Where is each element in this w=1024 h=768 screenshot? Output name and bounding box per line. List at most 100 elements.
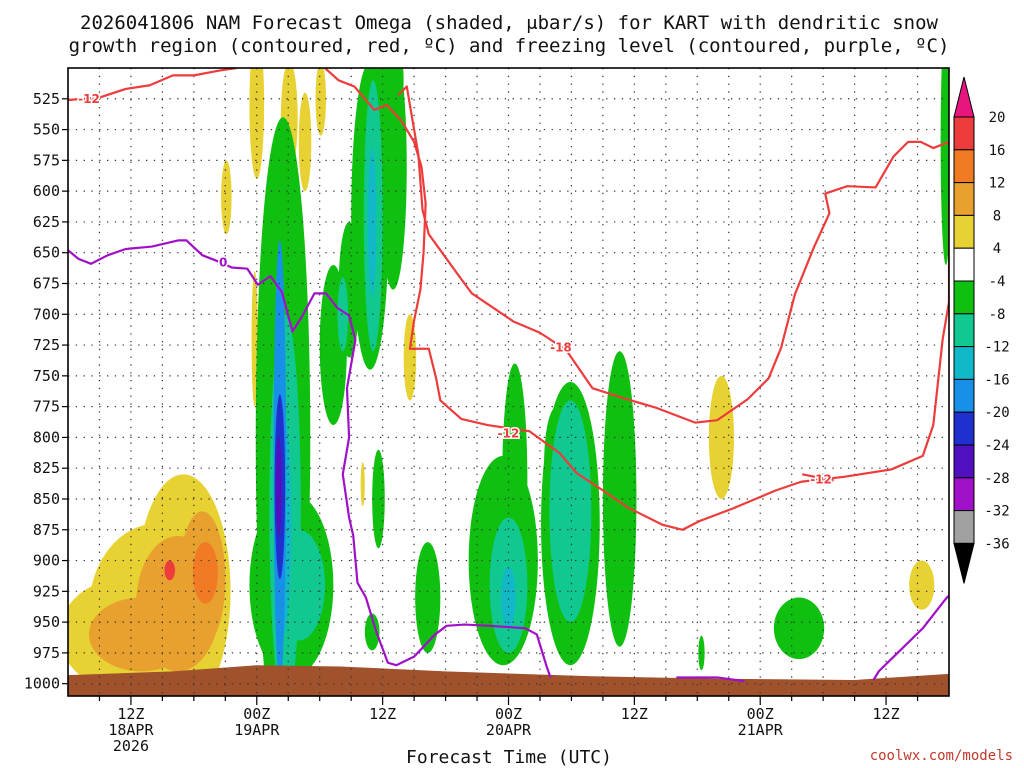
x-tick-label-54-0: 12Z bbox=[621, 705, 648, 723]
omega-region-11 bbox=[708, 375, 734, 499]
y-tick-label-900: 900 bbox=[33, 552, 60, 570]
omega-region-44 bbox=[164, 560, 175, 581]
contour-line-2 bbox=[801, 473, 834, 482]
contour-label-1: -12 bbox=[498, 427, 520, 441]
x-tick-label-42-0: 00Z bbox=[495, 705, 522, 723]
omega-shading bbox=[68, 68, 949, 696]
colorbar-bin-6 bbox=[953, 280, 975, 315]
y-tick-label-850: 850 bbox=[33, 490, 60, 508]
omega-region-40 bbox=[192, 542, 218, 604]
omega-region-39 bbox=[549, 400, 592, 623]
y-tick-label-975: 975 bbox=[33, 644, 60, 662]
omega-region-10 bbox=[403, 314, 417, 401]
y-tick-label-950: 950 bbox=[33, 613, 60, 631]
x-tick-label-66-0: 00Z bbox=[747, 705, 774, 723]
contour-line-0 bbox=[68, 68, 238, 102]
omega-region-42 bbox=[367, 148, 377, 296]
colorbar-label-5: -4 bbox=[989, 274, 1006, 290]
chart-title-line-2: growth region (contoured, red, ºC) and f… bbox=[69, 35, 950, 57]
x-tick-label-66-1: 21APR bbox=[738, 721, 784, 739]
contour-line-4 bbox=[68, 239, 552, 678]
colorbar-bin-7 bbox=[953, 313, 975, 348]
contour-label-2: -12 bbox=[810, 472, 832, 486]
colorbar-label-11: -28 bbox=[984, 471, 1009, 487]
colorbar-bin-12 bbox=[953, 477, 975, 512]
x-tick-label-42-1: 20APR bbox=[486, 721, 532, 739]
colorbar-label-9: -20 bbox=[984, 405, 1009, 421]
colorbar-label-8: -16 bbox=[984, 372, 1009, 388]
colorbar-bin-1 bbox=[953, 116, 975, 151]
y-tick-label-625: 625 bbox=[33, 213, 60, 231]
omega-region-7 bbox=[298, 92, 312, 192]
contour-line-5 bbox=[676, 676, 745, 683]
contour-line-1 bbox=[324, 68, 949, 531]
colorbar-label-13: -36 bbox=[984, 536, 1009, 552]
y-tick-label-575: 575 bbox=[33, 151, 60, 169]
colorbar-bin-5 bbox=[953, 247, 975, 282]
colorbar-bin-11 bbox=[953, 444, 975, 479]
colorbar-label-3: 8 bbox=[993, 208, 1001, 224]
colorbar-label-1: 16 bbox=[989, 143, 1006, 159]
x-tick-label-30-0: 12Z bbox=[369, 705, 396, 723]
colorbar: 20 16 12 8 4 -4 -8 -12 -16 -20 -24 -28 -32 -36 bbox=[953, 76, 1010, 584]
omega-region-29 bbox=[940, 68, 949, 265]
y-tick-label-550: 550 bbox=[33, 121, 60, 139]
colorbar-label-0: 20 bbox=[989, 110, 1006, 126]
colorbar-bin-8 bbox=[953, 346, 975, 380]
colorbar-bin-3 bbox=[953, 182, 975, 216]
credit-text: coolwx.com/models bbox=[870, 748, 1013, 764]
omega-region-43 bbox=[501, 566, 516, 629]
colorbar-bin-4 bbox=[953, 214, 975, 249]
colorbar-label-12: -32 bbox=[984, 504, 1009, 520]
colorbar-label-6: -8 bbox=[989, 307, 1006, 323]
x-tick-label-6-0: 12Z bbox=[117, 705, 144, 723]
x-tick-label-18-0: 00Z bbox=[243, 705, 270, 723]
x-tick-label-78-0: 12Z bbox=[873, 705, 900, 723]
grid bbox=[68, 68, 949, 696]
plot-area: -12 -12 -12 -18 0 bbox=[68, 68, 949, 696]
contour-line-3 bbox=[397, 85, 949, 424]
y-tick-label-1000: 1000 bbox=[24, 675, 60, 693]
omega-region-30 bbox=[698, 635, 705, 671]
y-tick-label-875: 875 bbox=[33, 521, 60, 539]
omega-region-9 bbox=[360, 462, 365, 507]
contour-label-0: -12 bbox=[78, 92, 100, 106]
y-tick-label-700: 700 bbox=[33, 305, 60, 323]
x-tick-label-6-1: 18APR bbox=[108, 721, 154, 739]
colorbar-label-7: -12 bbox=[984, 340, 1009, 356]
contour-label-3: -18 bbox=[550, 341, 572, 355]
y-axis: 525 550 575 600 625 650 675 700 725 750 775 800 825 8… bbox=[24, 90, 68, 693]
y-tick-label-925: 925 bbox=[33, 582, 60, 600]
y-tick-label-750: 750 bbox=[33, 367, 60, 385]
contour-label-4: 0 bbox=[219, 256, 227, 270]
y-tick-label-800: 800 bbox=[33, 428, 60, 446]
y-tick-label-525: 525 bbox=[33, 90, 60, 108]
terrain bbox=[68, 665, 949, 696]
y-tick-label-825: 825 bbox=[33, 459, 60, 477]
y-tick-label-725: 725 bbox=[33, 336, 60, 354]
y-tick-label-675: 675 bbox=[33, 274, 60, 292]
omega-region-3 bbox=[221, 160, 232, 235]
colorbar-label-4: 4 bbox=[993, 241, 1001, 257]
omega-region-8 bbox=[315, 68, 327, 136]
contours: -12 -12 -12 -18 0 bbox=[68, 68, 949, 683]
x-axis-title: Forecast Time (UTC) bbox=[406, 747, 612, 768]
terrain-fill bbox=[68, 665, 949, 696]
omega-region-47 bbox=[275, 437, 282, 536]
y-tick-label-775: 775 bbox=[33, 398, 60, 416]
omega-region-12 bbox=[909, 560, 935, 610]
colorbar-bin-10 bbox=[953, 411, 975, 446]
omega-region-28 bbox=[773, 597, 825, 660]
omega-region-37 bbox=[337, 277, 349, 352]
y-tick-label-600: 600 bbox=[33, 182, 60, 200]
omega-region-20 bbox=[372, 449, 385, 549]
omega-region-21 bbox=[364, 613, 380, 651]
x-tick-label-18-1: 19APR bbox=[234, 721, 280, 739]
omega-region-27 bbox=[602, 351, 637, 647]
contour-line-6 bbox=[872, 594, 949, 681]
colorbar-label-2: 12 bbox=[989, 176, 1006, 192]
y-tick-label-650: 650 bbox=[33, 244, 60, 262]
omega-region-22 bbox=[415, 542, 441, 653]
